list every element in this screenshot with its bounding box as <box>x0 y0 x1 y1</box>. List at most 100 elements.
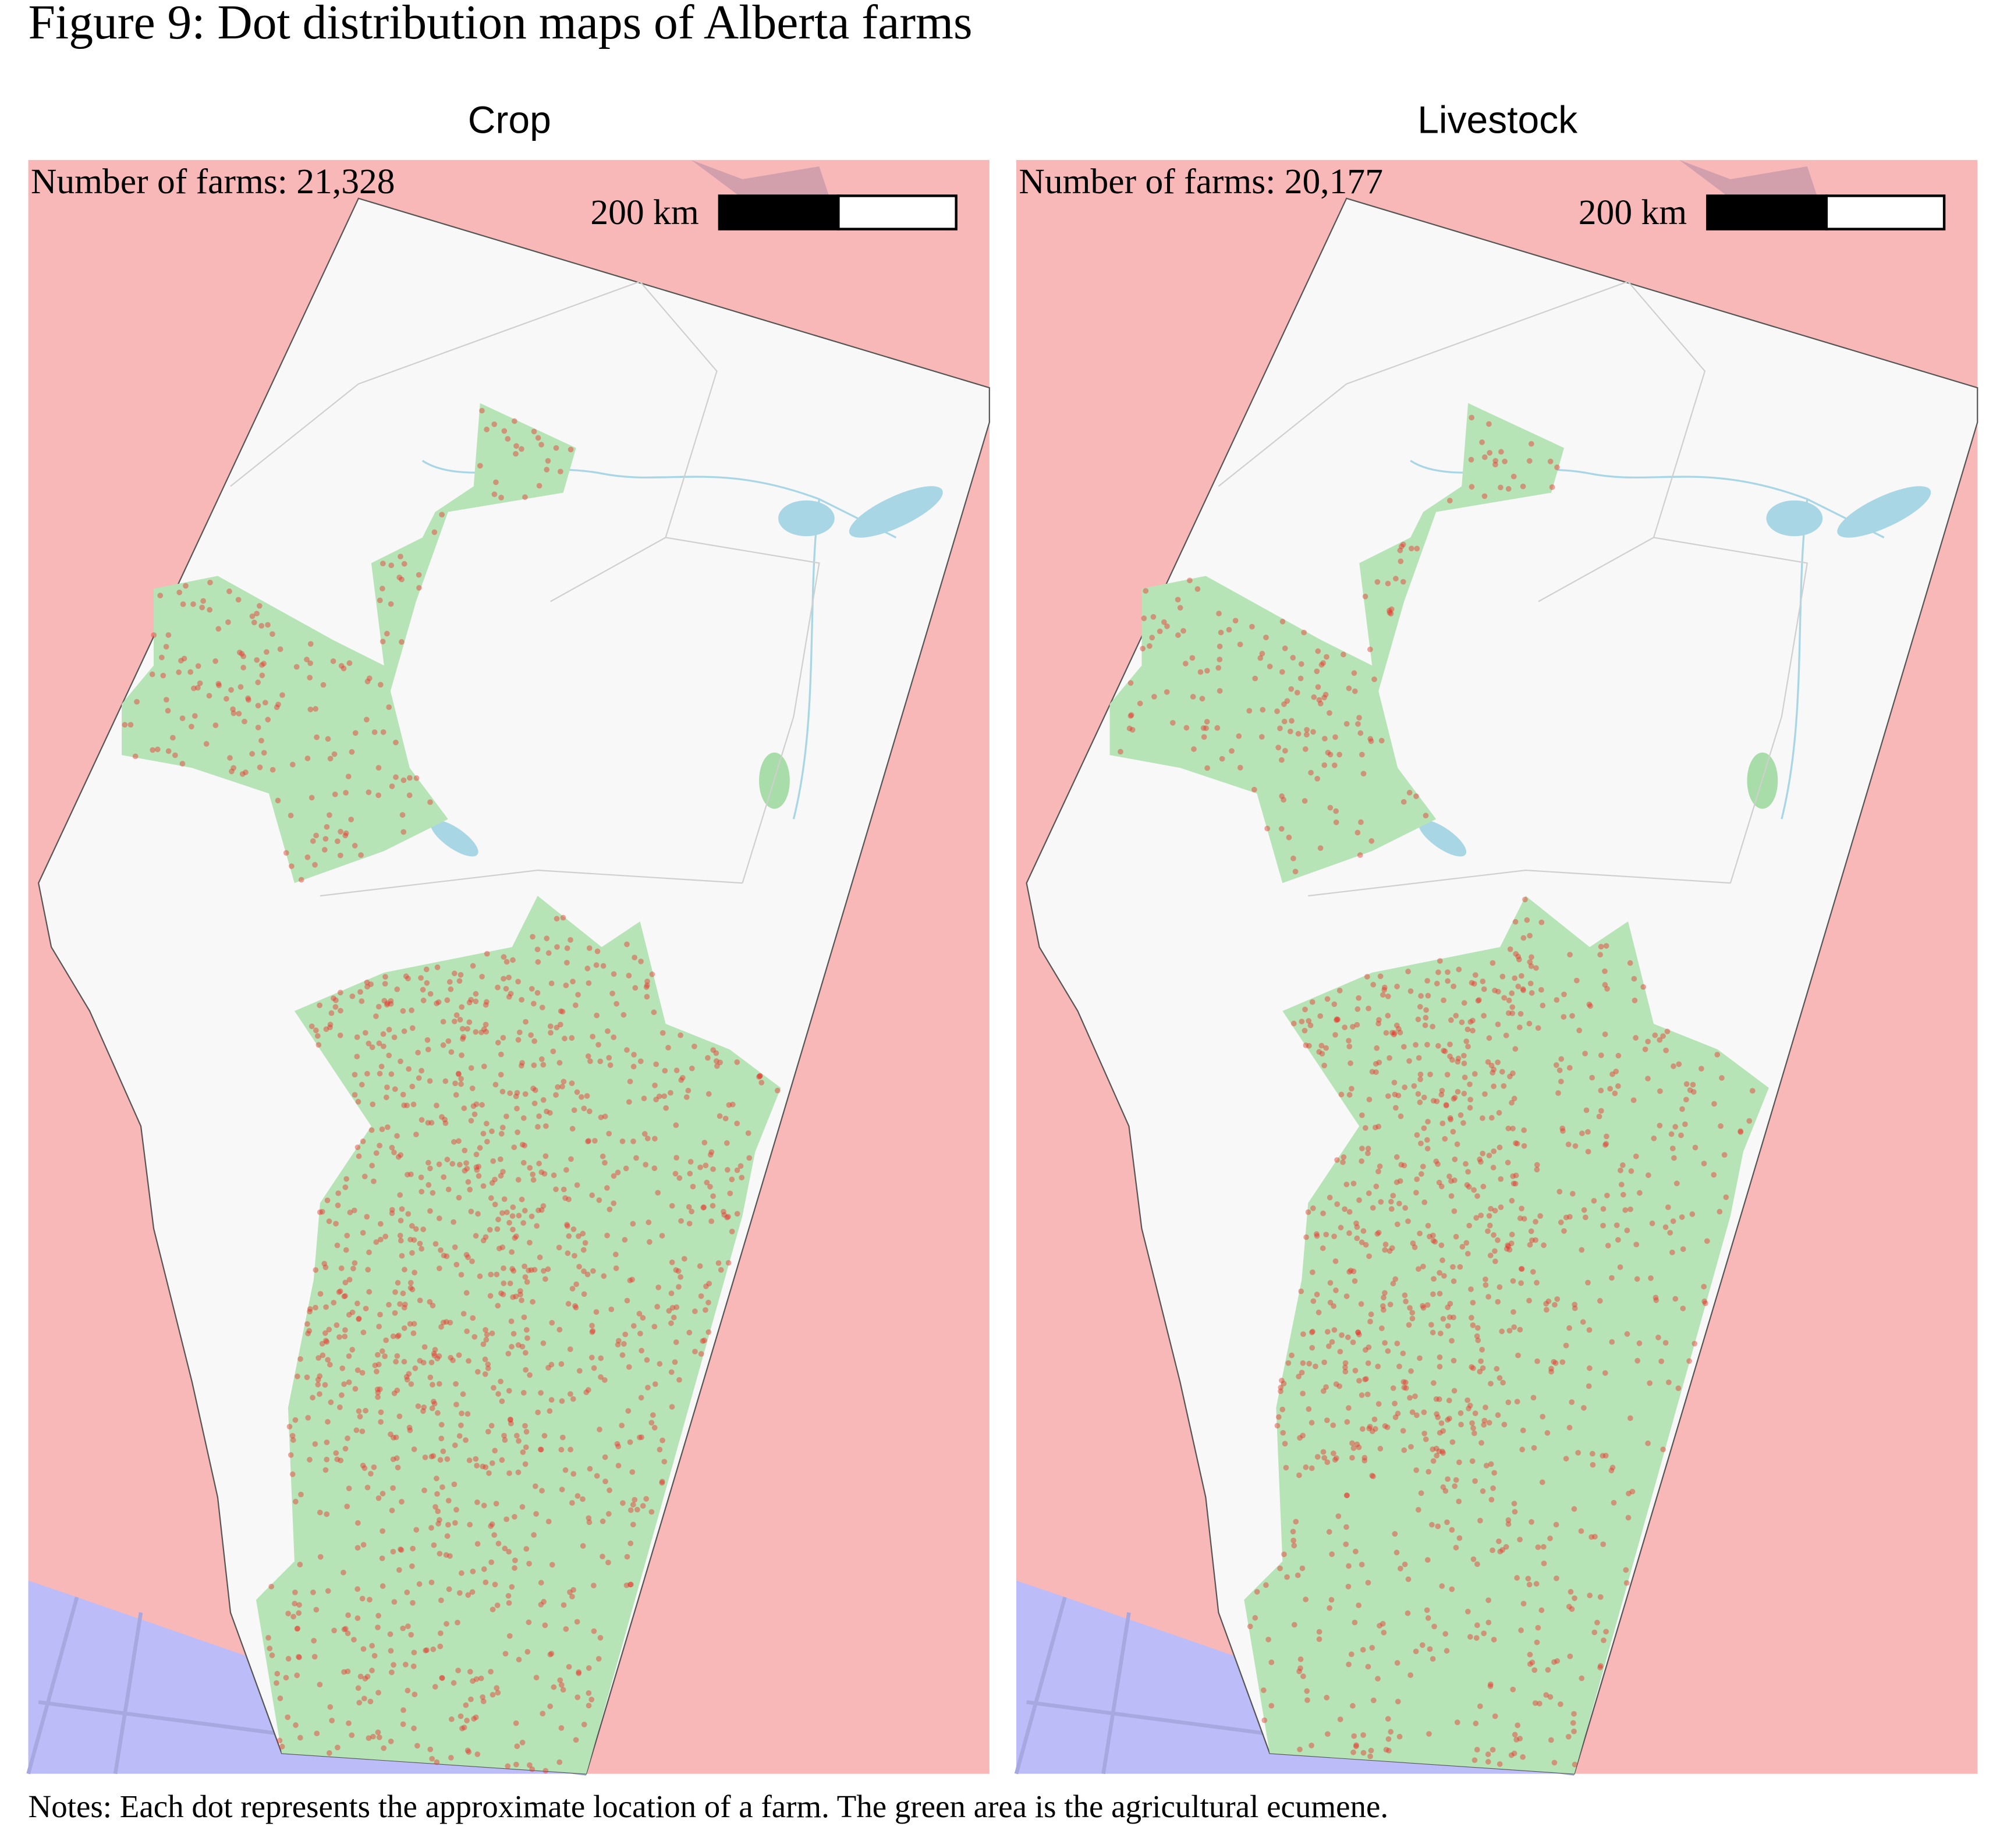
farm-dot <box>508 991 514 997</box>
farm-dot <box>1336 1383 1343 1389</box>
farm-dot <box>492 1448 498 1454</box>
farm-dot <box>465 1592 471 1598</box>
farm-dot <box>538 1601 544 1608</box>
farm-dot <box>323 1304 329 1310</box>
farm-dot <box>355 1520 361 1526</box>
farm-dot <box>1561 1228 1567 1234</box>
farm-dot <box>228 687 234 693</box>
farm-dot <box>700 1338 706 1344</box>
farm-dot <box>1424 1302 1431 1308</box>
farm-dot <box>332 1004 339 1010</box>
farm-dots <box>1109 403 1769 1774</box>
farm-dot <box>283 850 289 856</box>
farm-dot <box>1539 1479 1545 1485</box>
farm-dot <box>342 1327 348 1333</box>
farm-dot <box>1321 762 1328 768</box>
farm-dot <box>1445 1323 1451 1329</box>
farm-dot <box>401 1325 407 1331</box>
farm-dot <box>1433 1445 1439 1452</box>
farm-dot <box>1350 1339 1356 1346</box>
farm-dot <box>576 1670 582 1676</box>
farm-dot <box>498 1130 505 1137</box>
farm-dot <box>345 1668 351 1675</box>
farm-dot <box>1462 1074 1468 1080</box>
farm-dot <box>407 1285 414 1291</box>
farm-dot <box>1421 1430 1427 1436</box>
farm-dot <box>292 1601 298 1606</box>
farm-dot <box>1408 545 1414 552</box>
farm-dot <box>522 1423 528 1429</box>
farm-dot <box>648 1420 655 1426</box>
farm-dot <box>437 1551 443 1557</box>
farm-dot <box>624 941 630 948</box>
farm-dot <box>1571 1506 1577 1512</box>
farm-dot <box>411 1650 417 1655</box>
farm-dot <box>1490 1165 1497 1170</box>
farm-dot <box>1314 1231 1320 1237</box>
farm-dot <box>519 1060 525 1066</box>
farm-dot <box>389 1508 395 1513</box>
farm-dot <box>292 1589 298 1595</box>
farm-dot <box>490 1606 496 1613</box>
farm-dot <box>1366 1097 1373 1102</box>
farm-dot <box>1670 1218 1676 1224</box>
farm-dot <box>1604 985 1610 992</box>
farm-dot <box>1471 981 1477 987</box>
farm-dot <box>1627 1415 1633 1421</box>
farm-dot <box>367 1597 373 1603</box>
farm-dot <box>430 1382 435 1388</box>
farm-dot <box>412 1269 417 1276</box>
farm-dot <box>1320 1245 1326 1251</box>
farm-dot <box>1451 1278 1457 1285</box>
farm-dot <box>1425 1615 1431 1621</box>
farm-dot <box>1417 1230 1423 1236</box>
farm-dot <box>562 1195 568 1201</box>
farm-dot <box>1541 1560 1547 1566</box>
farm-dot <box>1324 1417 1330 1423</box>
farm-dot <box>1435 1043 1441 1049</box>
farm-dot <box>297 1356 303 1362</box>
farm-dot <box>1530 1269 1536 1275</box>
farm-dot <box>1471 1187 1477 1193</box>
farm-dot <box>1671 1155 1677 1161</box>
farm-dot <box>386 1052 392 1059</box>
farm-dot <box>745 1130 751 1136</box>
farm-dot <box>483 1327 488 1333</box>
farm-dot <box>416 572 422 578</box>
farm-dot <box>467 1521 473 1528</box>
farm-dot <box>1463 1161 1469 1167</box>
farm-dot <box>558 1008 564 1015</box>
farm-dot <box>1260 1687 1267 1693</box>
farm-dot <box>592 1138 598 1144</box>
farm-dot <box>415 1403 421 1409</box>
farm-dot <box>452 1244 458 1250</box>
farm-dot <box>418 1175 424 1180</box>
farm-dot <box>556 1244 562 1251</box>
farm-dot <box>313 1027 319 1034</box>
farm-dot <box>541 1268 547 1274</box>
farm-dot <box>389 1669 395 1676</box>
farm-dot <box>379 1348 385 1354</box>
farm-dot <box>495 1216 501 1222</box>
farm-dot <box>1413 1467 1420 1473</box>
farm-dot <box>1468 1286 1474 1292</box>
farm-dot <box>1438 1420 1445 1426</box>
farm-dot <box>474 1751 481 1757</box>
farm-dot <box>1672 1124 1679 1130</box>
farm-dot <box>1395 1698 1401 1705</box>
farm-dot <box>1645 1440 1651 1446</box>
farm-dot <box>540 1097 547 1103</box>
farm-dot <box>388 1648 394 1654</box>
farm-dot <box>445 1521 451 1528</box>
farm-dot <box>317 1002 322 1009</box>
farm-dot <box>1587 1365 1593 1371</box>
farm-dot <box>448 1354 454 1361</box>
farm-dot <box>665 1045 671 1051</box>
farm-dot <box>1704 1238 1710 1244</box>
farm-dot <box>1534 1639 1540 1645</box>
ecumene <box>1109 403 1565 884</box>
farm-dot <box>1529 1237 1535 1243</box>
farm-dot <box>362 1676 368 1682</box>
farm-dot <box>1505 486 1512 492</box>
